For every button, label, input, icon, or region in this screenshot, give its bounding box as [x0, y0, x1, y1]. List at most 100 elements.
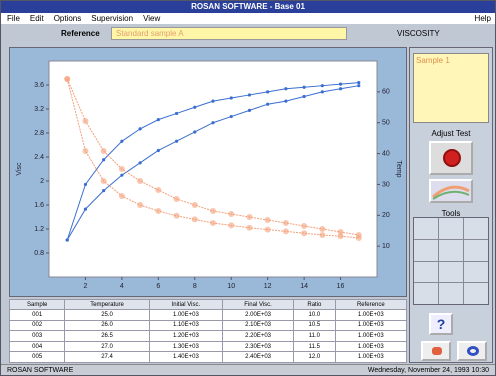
tool[interactable]	[439, 218, 463, 239]
series-marker	[191, 216, 198, 223]
tool[interactable]	[414, 283, 438, 304]
y-tick-label: 3.2	[34, 106, 44, 113]
table-cell: 2.20E+03	[222, 330, 295, 342]
series-marker	[118, 193, 125, 199]
table-cell: 10.5	[293, 319, 336, 332]
icon	[467, 346, 479, 356]
series-marker	[156, 148, 160, 153]
x-tick-label: 16	[337, 283, 345, 290]
tool[interactable]	[464, 218, 488, 239]
curve-button[interactable]	[429, 179, 473, 203]
table-cell: 1.00E+03	[334, 340, 408, 353]
return-button[interactable]	[457, 341, 487, 361]
tool[interactable]	[464, 261, 488, 283]
table-cell: 001	[8, 309, 66, 321]
x-tick-label: 6	[156, 283, 160, 290]
sample-list[interactable]: Sample 1	[413, 53, 489, 123]
series-marker	[246, 214, 253, 220]
series-marker	[83, 182, 88, 187]
table-row: 001 25.0 1.00E+03 2.00E+03 10.0 1.00E+03	[8, 309, 408, 321]
tool[interactable]	[414, 218, 438, 239]
tool[interactable]	[464, 239, 488, 261]
column-header: Ratio	[293, 299, 336, 310]
table-cell: 005	[8, 351, 66, 363]
series-marker	[137, 178, 144, 184]
menu-item[interactable]: View	[143, 14, 161, 23]
tool[interactable]	[439, 283, 463, 304]
x-tick-label: 10	[227, 283, 235, 290]
series-marker	[138, 161, 142, 165]
table-cell: 2.40E+03	[222, 351, 295, 363]
tool[interactable]	[439, 261, 463, 283]
menu-bar: File Edit Options Supervision View Help	[1, 13, 495, 24]
series-marker	[102, 158, 106, 162]
series-marker	[137, 202, 144, 208]
action-button[interactable]	[421, 341, 451, 361]
series-marker	[210, 220, 216, 226]
table-cell: 11.0	[293, 330, 336, 342]
series-marker	[338, 87, 343, 91]
help-button[interactable]: ?	[429, 313, 453, 335]
status-bar: ROSAN SOFTWARE Wednesday, November 24, 1…	[1, 364, 495, 375]
y2-tick-label: 10	[382, 243, 390, 250]
column-header: Temperature	[64, 299, 150, 310]
series-marker	[82, 148, 89, 154]
series-marker	[65, 238, 69, 242]
series-marker	[102, 189, 106, 193]
menu-item[interactable]: Edit	[29, 14, 44, 23]
series-marker	[229, 96, 233, 100]
menu-item[interactable]: File	[7, 14, 20, 23]
panel-label: VISCOSITY	[397, 29, 440, 38]
menu-item[interactable]: Supervision	[91, 14, 134, 23]
series-marker	[266, 102, 270, 106]
reference-input[interactable]: Standard sample A	[111, 27, 347, 40]
column-header: Final Visc.	[222, 299, 295, 310]
menu-item[interactable]: Options	[53, 14, 82, 23]
reference-label: Reference	[61, 29, 100, 38]
table-cell: 1.00E+03	[334, 330, 408, 342]
stop-icon	[443, 149, 461, 167]
tool[interactable]	[464, 283, 488, 304]
table-cell: 2.30E+03	[222, 340, 295, 353]
column-header: Reference	[334, 299, 408, 310]
tool[interactable]	[414, 261, 438, 283]
table-row: 003 26.5 1.20E+03 2.20E+03 11.0 1.00E+03	[8, 330, 408, 342]
table-cell: 11.5	[293, 340, 336, 353]
series-marker	[83, 207, 88, 211]
series-marker	[211, 121, 215, 125]
table-cell: 10.0	[293, 309, 336, 321]
list-item[interactable]: Sample 1	[416, 56, 450, 65]
y-tick-label: 1.2	[34, 226, 44, 233]
table-cell: 1.00E+03	[148, 309, 224, 321]
series-marker	[193, 105, 197, 109]
tool[interactable]	[414, 239, 438, 261]
table-cell: 25.0	[64, 309, 150, 321]
series-marker	[301, 223, 308, 229]
stop-button[interactable]	[429, 141, 473, 175]
series-marker	[155, 208, 162, 214]
series-marker	[156, 118, 160, 122]
series-marker	[319, 226, 326, 232]
y2-tick-label: 20	[382, 212, 390, 219]
series-marker	[284, 87, 288, 91]
series-marker	[210, 208, 216, 214]
x-tick-label: 12	[264, 283, 272, 290]
series-marker	[337, 229, 344, 235]
table-cell: 002	[8, 319, 66, 332]
series-marker	[174, 139, 179, 143]
series-marker	[266, 90, 270, 94]
series-marker	[100, 178, 107, 184]
series-marker	[337, 233, 344, 240]
series-marker	[191, 202, 198, 208]
adjust-label: Adjust Test	[431, 129, 471, 138]
series-marker	[301, 230, 308, 237]
table-cell: 2.00E+03	[222, 309, 295, 321]
menu-item[interactable]: Help	[474, 14, 491, 23]
table-cell: 1.00E+03	[334, 309, 408, 321]
tool[interactable]	[439, 239, 463, 261]
x-tick-label: 14	[300, 283, 308, 290]
y-tick-label: 1.6	[34, 202, 44, 209]
series-marker	[284, 99, 288, 103]
series-marker	[319, 232, 326, 238]
